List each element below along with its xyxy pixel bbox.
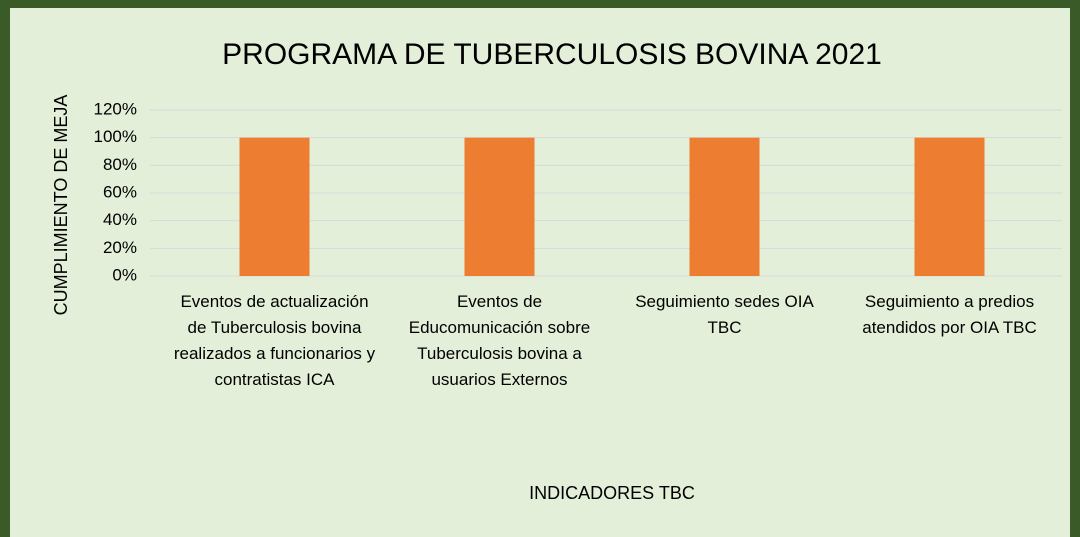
y-tick-label: 20% (103, 238, 137, 257)
bar (689, 137, 760, 276)
x-tick-label: Seguimiento sedes OIA TBC (635, 292, 814, 337)
y-axis-label: CUMPLIMIENTO DE MEJA (51, 95, 71, 316)
y-tick-label: 60% (103, 182, 137, 201)
bar (464, 137, 535, 276)
y-tick-label: 0% (112, 265, 137, 284)
bar (239, 137, 310, 276)
y-tick-label: 120% (94, 99, 137, 118)
chart-background (10, 8, 1070, 537)
x-axis-label: INDICADORES TBC (529, 483, 695, 503)
chart-title: PROGRAMA DE TUBERCULOSIS BOVINA 2021 (222, 38, 882, 71)
y-tick-label: 80% (103, 155, 137, 174)
y-tick-label: 40% (103, 210, 137, 229)
x-tick-label: Seguimiento a predios atendidos por OIA … (862, 292, 1037, 337)
y-tick-label: 100% (94, 127, 137, 146)
bar (914, 137, 985, 276)
x-tick-label: Eventos de actualización de Tuberculosis… (173, 292, 376, 389)
x-tick-label: Eventos de Educomunicación sobre Tubercu… (408, 292, 591, 389)
